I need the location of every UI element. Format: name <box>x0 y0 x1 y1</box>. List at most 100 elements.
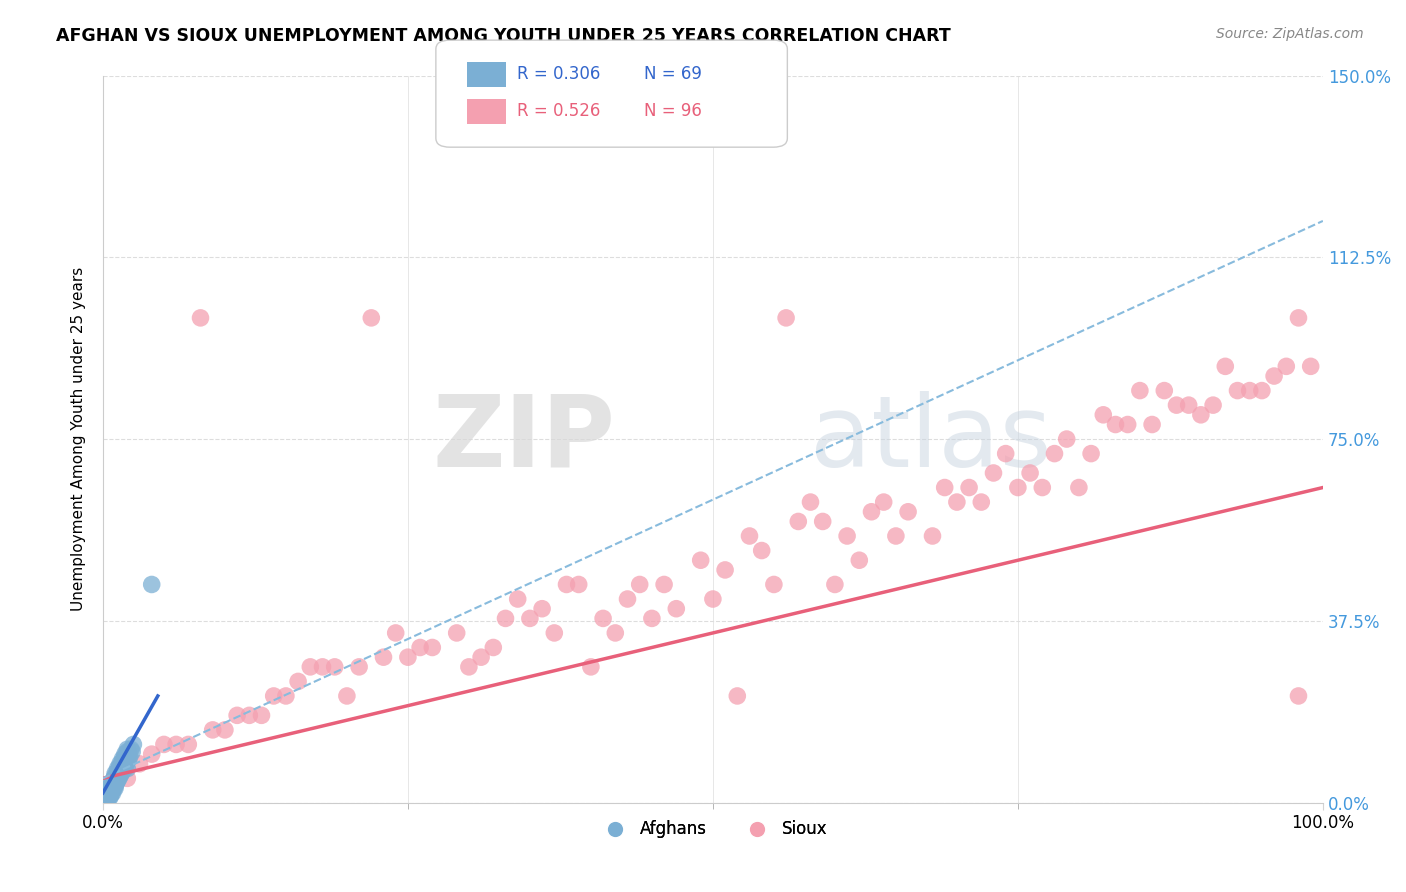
Point <box>107 762 129 776</box>
Point <box>117 747 139 761</box>
Point <box>103 780 125 795</box>
Point <box>201 723 224 737</box>
Point <box>112 762 135 776</box>
Point <box>873 495 896 509</box>
Point <box>98 789 121 804</box>
Point <box>104 779 127 793</box>
Point <box>94 793 117 807</box>
Point <box>97 791 120 805</box>
Point <box>799 495 821 509</box>
Point <box>110 762 132 776</box>
Point <box>98 780 121 795</box>
Point <box>1067 481 1090 495</box>
Point <box>112 759 135 773</box>
Point <box>1226 384 1249 398</box>
Point <box>689 553 711 567</box>
Point <box>495 611 517 625</box>
Point <box>104 766 127 780</box>
Point <box>98 780 121 795</box>
Point <box>1129 384 1152 398</box>
Point <box>506 592 529 607</box>
Point <box>115 752 138 766</box>
Point <box>226 708 249 723</box>
Point <box>1031 481 1053 495</box>
Point <box>141 747 163 761</box>
Point <box>120 742 142 756</box>
Point <box>994 447 1017 461</box>
Point <box>122 738 145 752</box>
Text: ZIP: ZIP <box>433 391 616 488</box>
Point <box>107 769 129 783</box>
Point <box>108 769 131 783</box>
Point <box>101 776 124 790</box>
Point <box>811 515 834 529</box>
Point <box>1092 408 1115 422</box>
Point <box>103 772 125 786</box>
Point <box>1043 447 1066 461</box>
Point <box>835 529 858 543</box>
Point <box>592 611 614 625</box>
Text: N = 96: N = 96 <box>644 103 702 120</box>
Point <box>616 592 638 607</box>
Point <box>531 601 554 615</box>
Point <box>579 660 602 674</box>
Point <box>97 786 120 800</box>
Point <box>101 773 124 788</box>
Point <box>104 769 127 783</box>
Point <box>311 660 333 674</box>
Point <box>121 745 143 759</box>
Point <box>111 755 134 769</box>
Point <box>111 764 134 778</box>
Legend: Afghans, Sioux: Afghans, Sioux <box>592 814 834 845</box>
Point <box>336 689 359 703</box>
Point <box>287 674 309 689</box>
Point <box>115 755 138 769</box>
Point <box>665 601 688 615</box>
Point <box>94 790 117 805</box>
Point <box>214 723 236 737</box>
Point <box>1140 417 1163 432</box>
Point <box>165 738 187 752</box>
Point <box>1019 466 1042 480</box>
Point <box>1177 398 1199 412</box>
Point <box>141 577 163 591</box>
Point <box>100 783 122 797</box>
Point <box>105 776 128 790</box>
Point <box>360 310 382 325</box>
Point <box>153 738 176 752</box>
Text: atlas: atlas <box>810 391 1052 488</box>
Point <box>117 742 139 756</box>
Point <box>420 640 443 655</box>
Point <box>114 762 136 776</box>
Point <box>384 626 406 640</box>
Point <box>98 789 121 803</box>
Point <box>884 529 907 543</box>
Point <box>107 772 129 786</box>
Point <box>100 786 122 800</box>
Point <box>934 481 956 495</box>
Point <box>848 553 870 567</box>
Text: R = 0.306: R = 0.306 <box>517 65 600 83</box>
Point <box>94 794 117 808</box>
Point <box>97 789 120 803</box>
Point <box>274 689 297 703</box>
Point <box>96 790 118 805</box>
Point <box>396 650 419 665</box>
Point <box>101 786 124 800</box>
Point <box>482 640 505 655</box>
Point <box>702 592 724 607</box>
Point <box>112 756 135 771</box>
Point <box>323 660 346 674</box>
Point <box>250 708 273 723</box>
Point <box>555 577 578 591</box>
Point <box>446 626 468 640</box>
Point <box>128 756 150 771</box>
Point <box>860 505 883 519</box>
Point <box>1080 447 1102 461</box>
Point <box>775 310 797 325</box>
Text: Source: ZipAtlas.com: Source: ZipAtlas.com <box>1216 27 1364 41</box>
Point <box>98 783 121 797</box>
Point <box>543 626 565 640</box>
Point <box>1104 417 1126 432</box>
Point <box>1239 384 1261 398</box>
